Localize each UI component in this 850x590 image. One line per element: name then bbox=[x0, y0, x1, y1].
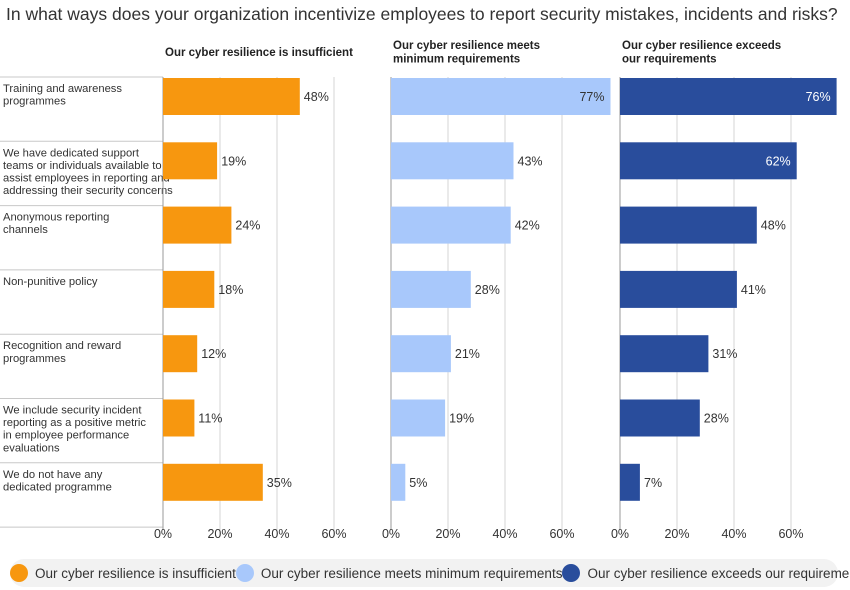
legend-label-insufficient: Our cyber resilience is insufficient bbox=[35, 565, 236, 581]
data-label-exceeds: 48% bbox=[761, 219, 786, 233]
data-label-insufficient: 24% bbox=[235, 219, 260, 233]
data-label-exceeds: 41% bbox=[741, 283, 766, 297]
data-label-meets: 77% bbox=[579, 90, 604, 104]
legend-swatch-insufficient bbox=[10, 564, 28, 582]
data-label-meets: 28% bbox=[475, 283, 500, 297]
chart-title: In what ways does your organization ince… bbox=[6, 4, 838, 24]
category-label: Training and awareness programmes bbox=[3, 83, 122, 108]
bar-exceeds bbox=[620, 142, 797, 180]
legend: Our cyber resilience is insufficient Our… bbox=[10, 559, 850, 587]
panel-title-insufficient: Our cyber resilience is insufficient bbox=[165, 47, 353, 59]
bar-exceeds bbox=[620, 335, 709, 373]
category-label: We do not have any dedicated programme bbox=[3, 469, 112, 494]
bar-exceeds bbox=[620, 78, 837, 115]
data-label-meets: 42% bbox=[515, 219, 540, 233]
data-label-meets: 19% bbox=[449, 412, 474, 426]
legend-label-exceeds: Our cyber resilience exceeds our require… bbox=[587, 565, 850, 581]
x-tick-label: 0% bbox=[154, 527, 172, 541]
x-tick-label: 60% bbox=[321, 527, 346, 541]
bar-meets bbox=[391, 270, 471, 308]
legend-swatch-exceeds bbox=[562, 564, 581, 582]
bar-exceeds bbox=[620, 463, 640, 501]
legend-swatch-meets bbox=[235, 564, 254, 582]
bar-meets bbox=[391, 142, 514, 180]
bar-insufficient bbox=[163, 399, 195, 437]
data-label-meets: 5% bbox=[409, 476, 427, 490]
data-label-exceeds: 31% bbox=[712, 347, 737, 361]
data-label-exceeds: 76% bbox=[806, 90, 831, 104]
data-label-insufficient: 19% bbox=[221, 154, 246, 168]
bar-exceeds bbox=[620, 206, 757, 244]
bar-meets bbox=[391, 399, 446, 437]
bar-insufficient bbox=[163, 206, 232, 244]
data-label-insufficient: 18% bbox=[218, 283, 243, 297]
panel-title-meets: Our cyber resilience meets minimum requir… bbox=[393, 40, 540, 66]
x-tick-label: 20% bbox=[664, 527, 689, 541]
x-tick-label: 40% bbox=[264, 527, 289, 541]
x-tick-label: 0% bbox=[611, 527, 629, 541]
bar-insufficient bbox=[163, 270, 215, 308]
legend-item-exceeds: Our cyber resilience exceeds our require… bbox=[562, 564, 850, 582]
data-label-meets: 21% bbox=[455, 347, 480, 361]
bar-insufficient bbox=[163, 78, 300, 115]
x-tick-label: 0% bbox=[382, 527, 400, 541]
data-label-insufficient: 48% bbox=[304, 90, 329, 104]
bar-exceeds bbox=[620, 399, 700, 437]
data-label-meets: 43% bbox=[518, 154, 543, 168]
bar-insufficient bbox=[163, 463, 263, 501]
category-label: Non-punitive policy bbox=[3, 276, 98, 288]
legend-item-insufficient: Our cyber resilience is insufficient bbox=[10, 564, 236, 582]
data-label-exceeds: 7% bbox=[644, 476, 662, 490]
data-label-insufficient: 35% bbox=[267, 476, 292, 490]
data-label-insufficient: 11% bbox=[198, 412, 222, 426]
bar-meets bbox=[391, 335, 451, 373]
x-tick-label: 20% bbox=[207, 527, 232, 541]
x-tick-label: 60% bbox=[549, 527, 574, 541]
bar-meets bbox=[391, 78, 611, 115]
legend-label-meets: Our cyber resilience meets minimum requi… bbox=[260, 565, 563, 581]
panel-title-exceeds: Our cyber resilience exceeds our requirem… bbox=[622, 40, 781, 66]
category-label: We include security incident reporting as… bbox=[3, 405, 146, 455]
data-label-exceeds: 28% bbox=[704, 412, 729, 426]
bar-meets bbox=[391, 206, 511, 244]
bar-meets bbox=[391, 463, 406, 501]
legend-item-meets: Our cyber resilience meets minimum requi… bbox=[235, 564, 563, 582]
category-label: Recognition and reward programmes bbox=[3, 340, 121, 365]
x-tick-label: 40% bbox=[721, 527, 746, 541]
category-label: Anonymous reporting channels bbox=[3, 212, 109, 237]
bar-exceeds bbox=[620, 270, 737, 308]
x-tick-label: 40% bbox=[492, 527, 517, 541]
category-label: We have dedicated support teams or indivi… bbox=[3, 147, 173, 197]
x-tick-label: 20% bbox=[435, 527, 460, 541]
data-label-exceeds: 62% bbox=[766, 154, 791, 168]
chart-area: Training and awareness programmes We have … bbox=[0, 40, 837, 541]
x-tick-label: 60% bbox=[778, 527, 803, 541]
data-label-insufficient: 12% bbox=[201, 347, 226, 361]
bar-insufficient bbox=[163, 142, 218, 180]
bar-insufficient bbox=[163, 335, 198, 373]
